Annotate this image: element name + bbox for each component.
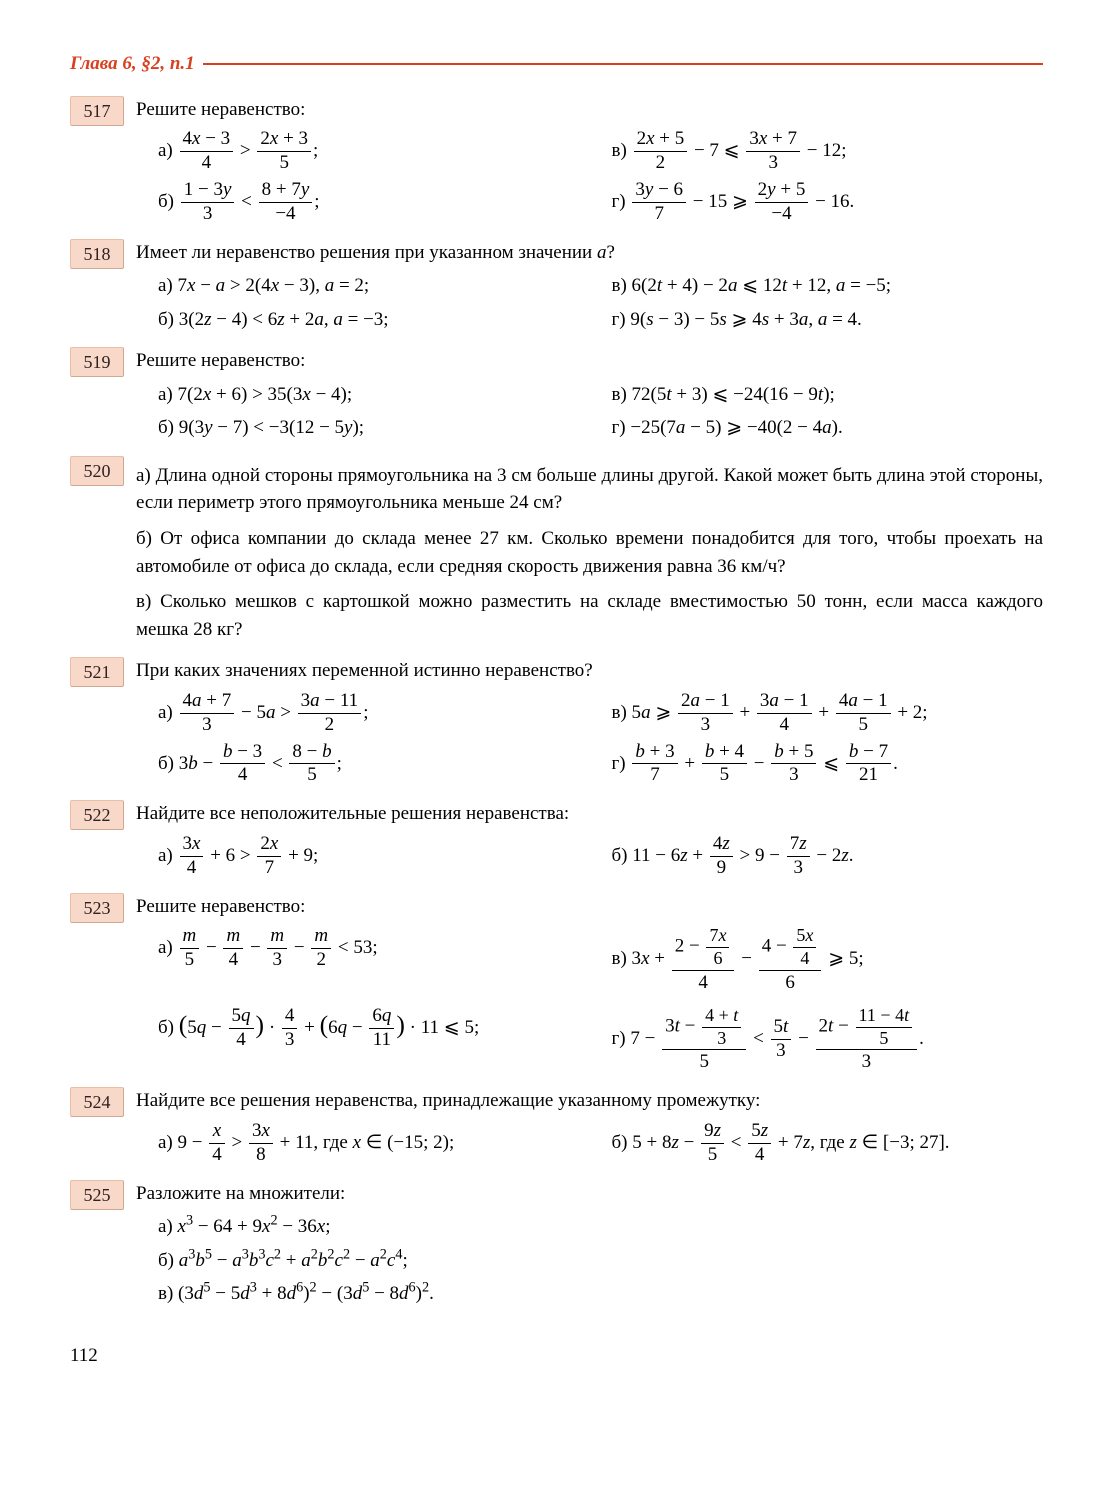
problem-523-b: б) (5q − 5q4) · 43 + (6q − 6q11) · 11 ⩽ … xyxy=(158,1006,580,1051)
problem-517-a: а) 4x − 34 > 2x + 35; xyxy=(158,129,580,174)
problem-521-a: а) 4a + 73 − 5a > 3a − 112; xyxy=(158,691,580,736)
problem-520: 520 а) Длина одной стороны прямоугольник… xyxy=(70,456,1043,649)
problem-525-b: б) a3b5 − a3b3c2 + a2b2c2 − a2c4; xyxy=(158,1247,1043,1275)
problem-521-b: б) 3b − b − 34 < 8 − b5; xyxy=(158,742,580,787)
problem-517-v: в) 2x + 52 − 7 ⩽ 3x + 73 − 12; xyxy=(612,129,1034,174)
problem-prompt: Разложите на множители: xyxy=(136,1180,1043,1208)
problem-number-box: 524 xyxy=(70,1087,124,1117)
problem-520-a: а) Длина одной стороны прямоугольника на… xyxy=(136,462,1043,517)
problem-number-box: 523 xyxy=(70,893,124,923)
problem-521-g: г) b + 37 + b + 45 − b + 53 ⩽ b − 721. xyxy=(612,742,1034,787)
problem-prompt: Найдите все неположительные решения нера… xyxy=(136,800,1043,828)
problem-519-b: б) 9(3y − 7) < −3(12 − 5y); xyxy=(158,414,580,442)
problem-number-box: 521 xyxy=(70,657,124,687)
problem-body: Решите неравенство: а) 4x − 34 > 2x + 35… xyxy=(136,96,1043,231)
problem-522-b: б) 11 − 6z + 4z9 > 9 − 7z3 − 2z. xyxy=(612,834,1034,879)
problem-522: 522 Найдите все неположительные решения … xyxy=(70,800,1043,884)
problem-523-a: а) m5 − m4 − m3 − m2 < 53; xyxy=(158,926,580,971)
problem-524: 524 Найдите все решения неравенства, при… xyxy=(70,1087,1043,1171)
problem-prompt: Решите неравенство: xyxy=(136,96,1043,124)
problem-518-a: а) 7x − a > 2(4x − 3), a = 2; xyxy=(158,272,580,300)
problem-525-a: а) x3 − 64 + 9x2 − 36x; xyxy=(158,1213,1043,1241)
problem-517-g: г) 3y − 67 − 15 ⩾ 2y + 5−4 − 16. xyxy=(612,180,1034,225)
problem-525: 525 Разложите на множители: а) x3 − 64 +… xyxy=(70,1180,1043,1314)
problem-519-v: в) 72(5t + 3) ⩽ −24(16 − 9t); xyxy=(612,381,1034,409)
problem-518: 518 Имеет ли неравенство решения при ука… xyxy=(70,239,1043,340)
problem-523-v: в) 3x + 2 − 7x6 4 − 4 − 5x4 6 ⩾ 5; xyxy=(612,926,1034,994)
problem-520-b: б) От офиса компании до склада менее 27 … xyxy=(136,525,1043,580)
problem-prompt: Имеет ли неравенство решения при указанн… xyxy=(136,239,1043,267)
problem-517: 517 Решите неравенство: а) 4x − 34 > 2x … xyxy=(70,96,1043,231)
problem-518-b: б) 3(2z − 4) < 6z + 2a, a = −3; xyxy=(158,306,580,334)
chapter-title: Глава 6, §2, п.1 xyxy=(70,50,195,78)
problem-518-g: г) 9(s − 3) − 5s ⩾ 4s + 3a, a = 4. xyxy=(612,306,1034,334)
problem-518-v: в) 6(2t + 4) − 2a ⩽ 12t + 12, a = −5; xyxy=(612,272,1034,300)
problem-519-a: а) 7(2x + 6) > 35(3x − 4); xyxy=(158,381,580,409)
problem-519-g: г) −25(7a − 5) ⩾ −40(2 − 4a). xyxy=(612,414,1034,442)
problem-prompt: Решите неравенство: xyxy=(136,347,1043,375)
problem-number-box: 518 xyxy=(70,239,124,269)
problem-520-v: в) Сколько мешков с картошкой можно разм… xyxy=(136,588,1043,643)
problem-number-box: 522 xyxy=(70,800,124,830)
problem-number-box: 517 xyxy=(70,96,124,126)
problem-prompt: Решите неравенство: xyxy=(136,893,1043,921)
problem-522-a: а) 3x4 + 6 > 2x7 + 9; xyxy=(158,834,580,879)
problem-517-b: б) 1 − 3y3 < 8 + 7y−4; xyxy=(158,180,580,225)
chapter-header: Глава 6, §2, п.1 xyxy=(70,50,1043,78)
problem-number-box: 525 xyxy=(70,1180,124,1210)
problem-523-g: г) 7 − 3t − 4 + t3 5 < 5t3 − 2t − 11 − 4… xyxy=(612,1006,1034,1074)
problem-prompt: При каких значениях переменной истинно н… xyxy=(136,657,1043,685)
problem-524-b: б) 5 + 8z − 9z5 < 5z4 + 7z, где z ∈ [−3;… xyxy=(612,1121,1034,1166)
problem-prompt: Найдите все решения неравенства, принадл… xyxy=(136,1087,1043,1115)
page-number: 112 xyxy=(70,1342,1043,1370)
problem-523: 523 Решите неравенство: а) m5 − m4 − m3 … xyxy=(70,893,1043,1080)
problem-525-v: в) (3d5 − 5d3 + 8d6)2 − (3d5 − 8d6)2. xyxy=(158,1280,1043,1308)
problem-519: 519 Решите неравенство: а) 7(2x + 6) > 3… xyxy=(70,347,1043,448)
chapter-rule xyxy=(203,62,1043,65)
problem-number-box: 520 xyxy=(70,456,124,486)
problem-521: 521 При каких значениях переменной истин… xyxy=(70,657,1043,792)
problem-number-box: 519 xyxy=(70,347,124,377)
problem-521-v: в) 5a ⩾ 2a − 13 + 3a − 14 + 4a − 15 + 2; xyxy=(612,691,1034,736)
problem-524-a: а) 9 − x4 > 3x8 + 11, где x ∈ (−15; 2); xyxy=(158,1121,580,1166)
